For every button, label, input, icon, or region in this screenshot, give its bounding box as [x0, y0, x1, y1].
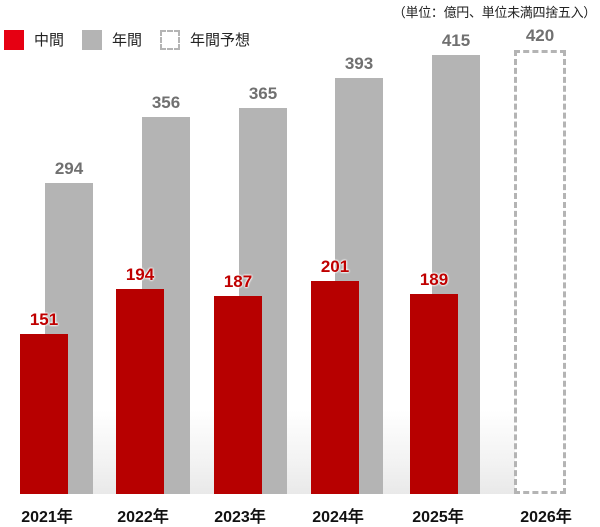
label-interim-2021: 151 — [29, 310, 59, 330]
label-annual-2025: 415 — [441, 30, 471, 50]
label-interim-2025: 189 — [419, 270, 449, 290]
label-interim-2023: 187 — [223, 272, 253, 292]
label-annual-2021: 294 — [54, 158, 84, 178]
legend-swatch-interim — [4, 29, 24, 50]
unit-note: （単位：億円、単位未満四捨五入） — [392, 5, 597, 20]
x-axis-label-2025: 2025年 — [412, 509, 464, 526]
bar-interim-2021 — [20, 334, 68, 494]
label-annual-2022: 356 — [151, 93, 181, 113]
legend-item-annual: 年間 — [82, 29, 142, 50]
legend-swatch-annual — [82, 29, 103, 50]
legend-label-annual: 年間 — [112, 32, 143, 49]
label-annual-2024: 393 — [344, 54, 374, 74]
label-forecast-2026: 420 — [525, 25, 555, 45]
bar-interim-2022 — [116, 288, 164, 494]
bar-forecast-2026 — [514, 49, 566, 494]
label-interim-2024: 201 — [320, 257, 350, 277]
bar-interim-2023 — [214, 296, 262, 494]
x-axis-label-2023: 2023年 — [214, 509, 266, 526]
x-axis-label-2024: 2024年 — [312, 509, 364, 526]
legend-swatch-forecast — [160, 29, 181, 50]
x-axis-label-2026: 2026年 — [520, 509, 572, 526]
legend-label-interim: 中間 — [34, 32, 65, 49]
x-axis-label-2022: 2022年 — [117, 509, 169, 526]
legend-item-forecast: 年間予想 — [160, 29, 250, 50]
label-annual-2023: 365 — [248, 83, 278, 103]
label-interim-2022: 194 — [125, 264, 155, 284]
legend-label-forecast: 年間予想 — [190, 32, 251, 49]
legend: 中間 年間 年間予想 — [4, 29, 268, 50]
bar-interim-2025 — [410, 294, 458, 494]
legend-item-interim: 中間 — [4, 29, 64, 50]
bar-interim-2024 — [311, 281, 359, 494]
x-axis-label-2021: 2021年 — [21, 509, 73, 526]
